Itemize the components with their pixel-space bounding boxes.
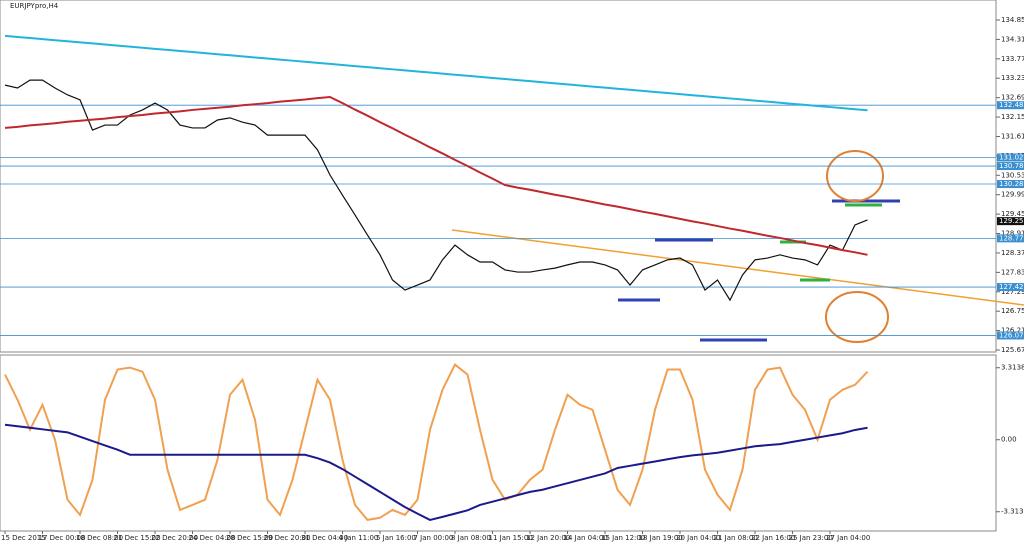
y-tick-label: 127.832 (1001, 268, 1024, 276)
level-label-box (997, 331, 1024, 340)
series-line (4, 79, 868, 302)
series-line (4, 423, 868, 521)
level-label-box (997, 283, 1024, 292)
x-tick-label: 5 Jan 16:00 (376, 534, 416, 542)
y-tick-label: 127.292 (1001, 288, 1024, 296)
y-tick-label: 130.532 (1001, 171, 1024, 179)
x-tick-label: 7 Jan 00:00 (414, 534, 454, 542)
x-tick-label: 31 Dec 04:00 (301, 534, 348, 542)
x-tick-label: 22 Jan 16:00 (751, 534, 795, 542)
price-label-box (997, 217, 1024, 226)
level-label-box (997, 234, 1024, 243)
y-tick-label: 126.752 (1001, 307, 1024, 315)
level-label-box (997, 101, 1024, 110)
y-tick-label: 131.612 (1001, 132, 1024, 140)
x-tick-label: 22 Dec 20:00 (151, 534, 198, 542)
x-tick-label: 25 Jan 23:00 (789, 534, 833, 542)
chart-title: EURJPYpro,H4 (10, 2, 59, 10)
y-tick-label: 132.152 (1001, 113, 1024, 121)
y-tick-label: 129.452 (1001, 210, 1024, 218)
y-tick-label: 126.212 (1001, 327, 1024, 335)
level-label: 130.789 (999, 162, 1024, 170)
y-tick-label: 125.672 (1001, 346, 1024, 354)
level-label: 127.423 (999, 283, 1024, 291)
level-label-box (997, 180, 1024, 189)
y-tick-label: -3.3138 (1001, 508, 1024, 516)
trendline (451, 229, 1024, 306)
y-tick-label: 133.772 (1001, 55, 1024, 63)
y-tick-label: 128.372 (1001, 249, 1024, 257)
x-tick-label: 21 Dec 15:00 (114, 534, 161, 542)
level-label: 131.028 (999, 153, 1024, 161)
x-tick-label: 21 Jan 08:00 (714, 534, 758, 542)
y-tick-label: 3.3138 (1001, 364, 1024, 372)
y-tick-label: 0.00 (1001, 436, 1017, 444)
x-tick-label: 12 Jan 20:00 (526, 534, 570, 542)
x-tick-label: 15 Dec 2015 (1, 534, 46, 542)
y-tick-label: 133.232 (1001, 74, 1024, 82)
price-panel (0, 0, 997, 353)
x-tick-label: 27 Jan 04:00 (826, 534, 870, 542)
series-line (4, 34, 868, 112)
highlight-circle (825, 291, 889, 343)
level-label-box (997, 162, 1024, 171)
x-tick-label: 17 Dec 00:00 (39, 534, 86, 542)
x-tick-label: 14 Jan 04:00 (564, 534, 608, 542)
series-line (4, 95, 868, 256)
series-line (4, 363, 869, 522)
level-label: 132.482 (999, 101, 1024, 109)
x-tick-label: 18 Dec 08:00 (76, 534, 123, 542)
x-tick-label: 18 Jan 19:00 (639, 534, 683, 542)
oscillator-panel (0, 354, 997, 532)
y-tick-label: 134.312 (1001, 35, 1024, 43)
level-label: 128.778 (999, 234, 1024, 242)
level-label: 130.289 (999, 180, 1024, 188)
level-label-box (997, 153, 1024, 162)
y-tick-label: 129.992 (1001, 191, 1024, 199)
y-tick-label: 128.912 (1001, 230, 1024, 238)
x-tick-label: 15 Jan 12:00 (601, 534, 645, 542)
x-tick-label: 4 Jan 11:00 (339, 534, 379, 542)
level-label: 126.077 (999, 331, 1024, 339)
y-tick-label: 132.692 (1001, 94, 1024, 102)
x-tick-label: 20 Jan 04:00 (676, 534, 720, 542)
price-label: 129.257 (999, 217, 1024, 225)
x-tick-label: 8 Jan 08:00 (451, 534, 491, 542)
highlight-circle (826, 150, 884, 202)
x-tick-label: 11 Jan 15:00 (489, 534, 533, 542)
x-tick-label: 24 Dec 04:00 (189, 534, 236, 542)
x-tick-label: 29 Dec 20:00 (264, 534, 311, 542)
y-tick-label: 134.852 (1001, 16, 1024, 24)
x-tick-label: 28 Dec 15:00 (226, 534, 273, 542)
